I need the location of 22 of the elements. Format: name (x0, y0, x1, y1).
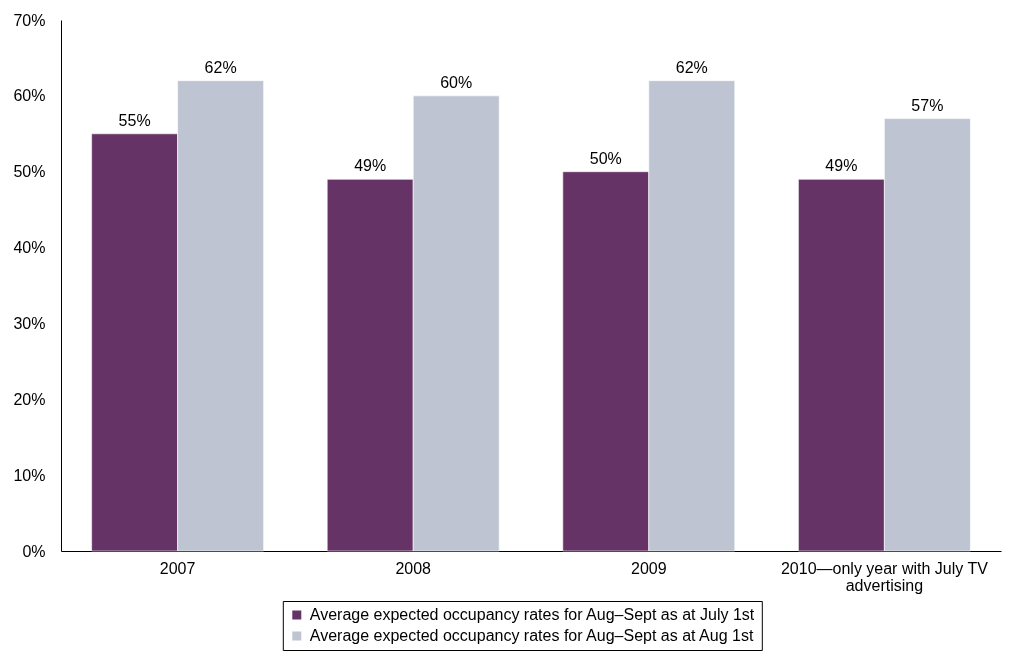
y-tick-label: 40% (13, 239, 46, 257)
legend-label: Average expected occupancy rates for Aug–Sept as at Aug 1st (309, 627, 754, 644)
data-label: 55% (118, 111, 151, 129)
data-label: 62% (675, 58, 708, 76)
x-tick-label: 2010—only year with July TV advertising (780, 559, 989, 594)
x-tick-label: 2007 (159, 559, 196, 577)
x-tick-label: 2008 (395, 559, 432, 577)
y-tick-label: 30% (13, 314, 46, 332)
legend-label: Average expected occupancy rates for Aug–Sept as at July 1st (309, 606, 755, 623)
y-tick-label: 10% (13, 466, 46, 484)
data-label: 62% (204, 58, 237, 76)
y-tick-label: 60% (13, 87, 46, 105)
y-tick-label: 20% (13, 390, 46, 408)
data-label: 50% (589, 149, 622, 167)
y-tick-label: 70% (13, 11, 46, 29)
y-tick-label: 0% (22, 542, 46, 560)
data-label: 49% (354, 157, 387, 175)
x-tick-label: 2009 (631, 559, 667, 577)
data-label: 57% (911, 96, 944, 114)
data-label: 49% (825, 157, 858, 175)
y-tick-label: 50% (13, 163, 46, 181)
data-label: 60% (440, 73, 473, 91)
